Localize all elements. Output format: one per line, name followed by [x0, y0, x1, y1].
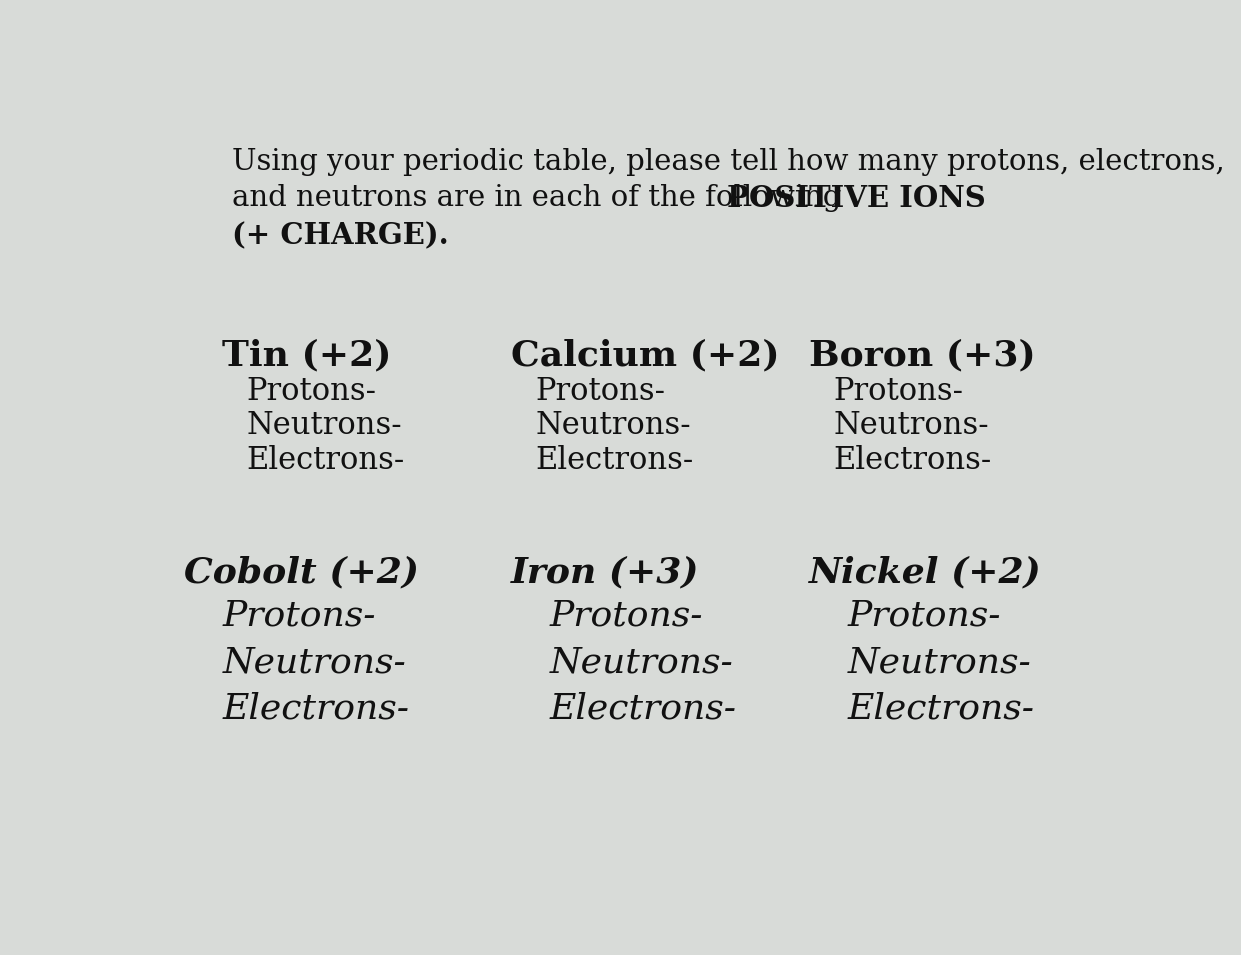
Text: Neutrons-: Neutrons- [535, 411, 691, 441]
Text: Neutrons-: Neutrons- [833, 411, 989, 441]
Text: Neutrons-: Neutrons- [247, 411, 402, 441]
Text: Tin (+2): Tin (+2) [222, 339, 392, 372]
Text: Using your periodic table, please tell how many protons, electrons,: Using your periodic table, please tell h… [232, 148, 1225, 176]
Text: (+ CHARGE).: (+ CHARGE). [232, 222, 449, 250]
Text: Neutrons-: Neutrons- [550, 646, 733, 680]
Text: Cobolt (+2): Cobolt (+2) [184, 556, 419, 590]
Text: Electrons-: Electrons- [247, 445, 405, 476]
Text: Neutrons-: Neutrons- [848, 646, 1031, 680]
Text: Protons-: Protons- [222, 599, 376, 632]
Text: Iron (+3): Iron (+3) [511, 556, 700, 590]
Text: Neutrons-: Neutrons- [222, 646, 406, 680]
Text: Nickel (+2): Nickel (+2) [809, 556, 1042, 590]
Text: Protons-: Protons- [247, 375, 376, 407]
Text: and neutrons are in each of the following: and neutrons are in each of the followin… [232, 184, 850, 212]
Text: Boron (+3): Boron (+3) [809, 339, 1036, 372]
Text: Electrons-: Electrons- [535, 445, 694, 476]
Text: Electrons-: Electrons- [848, 691, 1035, 726]
Text: Protons-: Protons- [550, 599, 702, 632]
Text: Protons-: Protons- [535, 375, 665, 407]
Text: POSITIVE IONS: POSITIVE IONS [727, 184, 987, 214]
Text: Protons-: Protons- [833, 375, 963, 407]
Text: Electrons-: Electrons- [222, 691, 410, 726]
Text: Electrons-: Electrons- [550, 691, 736, 726]
Text: Protons-: Protons- [848, 599, 1001, 632]
Text: Calcium (+2): Calcium (+2) [511, 339, 779, 372]
Text: Electrons-: Electrons- [833, 445, 992, 476]
